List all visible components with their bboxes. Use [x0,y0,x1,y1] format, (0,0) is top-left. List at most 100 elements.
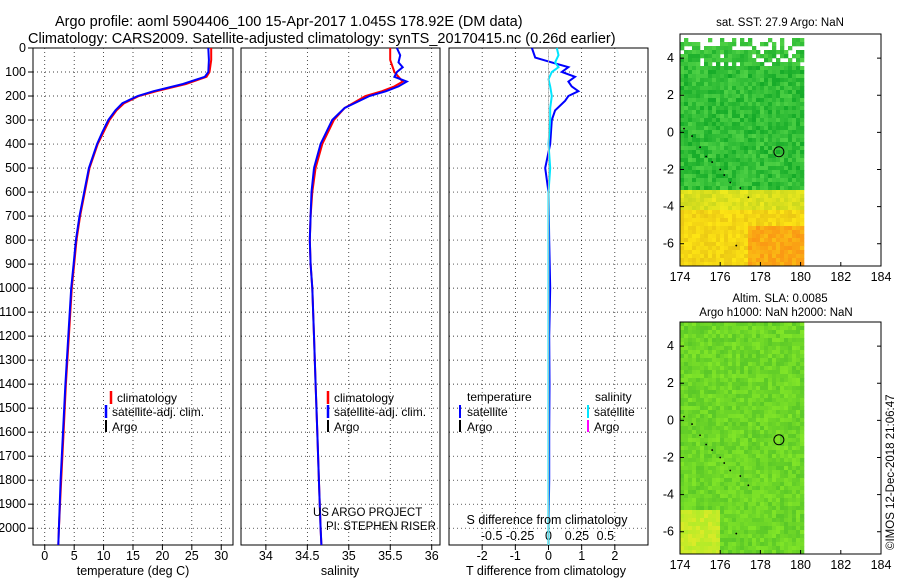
map-cell [712,398,717,403]
map-cell [796,106,801,111]
map-cell [760,230,765,235]
map-cell [784,342,789,347]
map-cell [720,342,725,347]
map-y-tick-label: -4 [663,488,674,502]
map-cell [724,166,729,171]
map-cell [740,522,745,527]
map-cell [768,230,773,235]
map-cell [780,538,785,543]
map-cell [684,62,689,67]
map-cell [728,466,733,471]
map-cell [692,538,697,543]
map-cell [716,478,721,483]
y-tick-label: 1400 [0,377,26,391]
map-cell [796,398,801,403]
map-cell [724,430,729,435]
map-cell [760,550,765,555]
map-cell [776,134,781,139]
map-cell [740,326,745,331]
map-cell [728,326,733,331]
map-cell [776,410,781,415]
map-cell [788,522,793,527]
map-cell [740,490,745,495]
map-cell [764,94,769,99]
map-cell [716,110,721,115]
map-cell [796,62,801,67]
map-cell [700,198,705,203]
map-cell [736,262,741,267]
map-cell [744,482,749,487]
map-cell [792,174,797,179]
map-cell [772,78,777,83]
map-cell [688,490,693,495]
map-cell [684,94,689,99]
map-cell [784,466,789,471]
map-cell [764,58,769,63]
map-cell [788,254,793,259]
map-cell [772,46,777,51]
map-cell [708,446,713,451]
map-cell [712,382,717,387]
map-cell [684,78,689,83]
map-cell [756,410,761,415]
map-cell [792,142,797,147]
track-dot [699,146,701,149]
map-cell [760,538,765,543]
map-cell [700,418,705,423]
map-cell [708,538,713,543]
map-cell [724,50,729,55]
map-cell [768,534,773,539]
map-cell [688,186,693,191]
map-cell [732,90,737,95]
map-cell [704,82,709,87]
map-cell [764,90,769,95]
map-cell [748,378,753,383]
map-cell [800,418,805,423]
map-cell [696,122,701,127]
map-cell [744,458,749,463]
map-cell [712,530,717,535]
map-cell [720,114,725,119]
map-cell [732,230,737,235]
map-cell [720,122,725,127]
map-cell [760,42,765,47]
map-cell [800,250,805,255]
map-cell [720,530,725,535]
map-cell [792,342,797,347]
map-cell [696,430,701,435]
map-cell [724,530,729,535]
map-cell [740,150,745,155]
map-cell [692,522,697,527]
map-cell [692,330,697,335]
map-cell [764,206,769,211]
map-cell [760,322,765,327]
map-cell [748,102,753,107]
map-cell [764,514,769,519]
map-cell [692,494,697,499]
map-cell [696,542,701,547]
map-cell [780,214,785,219]
map-cell [744,354,749,359]
map-cell [728,438,733,443]
map-cell [728,174,733,179]
map-cell [772,530,777,535]
map-cell [788,362,793,367]
map-cell [736,546,741,551]
map-cell [780,222,785,227]
map-cell [780,322,785,327]
map-cell [696,486,701,491]
map-cell [680,102,685,107]
map-cell [716,230,721,235]
map-cell [792,114,797,119]
map-cell [796,134,801,139]
map-cell [800,366,805,371]
map-cell [728,550,733,555]
map-cell [728,370,733,375]
map-cell [692,198,697,203]
map-cell [800,450,805,455]
map-cell [728,406,733,411]
map-cell [796,418,801,423]
map-cell [720,414,725,419]
map-cell [756,362,761,367]
map-cell [732,530,737,535]
